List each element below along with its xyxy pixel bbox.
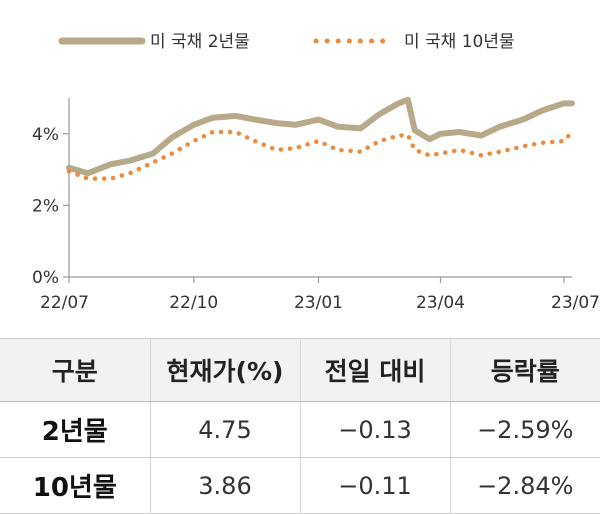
y-axis-ticks: 0% 2% 4%	[32, 125, 69, 288]
yield-quote-table: 구분 현재가(%) 전일 대비 등락률 2년물 4.75 −0.13 −2.59…	[0, 338, 600, 514]
table-header-row: 구분 현재가(%) 전일 대비 등락률	[0, 338, 600, 402]
x-tick-label: 23/04	[416, 293, 465, 313]
series-layer	[66, 96, 575, 181]
legend-label-2y: 미 국채 2년물	[150, 32, 250, 52]
row-label-10y: 10년물	[0, 457, 150, 514]
x-tick-label: 23/07	[551, 293, 600, 313]
table-row: 2년물 4.75 −0.13 −2.59%	[0, 401, 600, 458]
legend: 미 국채 2년물 미 국채 10년물	[58, 32, 515, 52]
table-row: 10년물 3.86 −0.11 −2.84%	[0, 457, 600, 514]
current-price-10y: 3.86	[149, 457, 300, 514]
x-tick-label: 23/01	[294, 293, 343, 313]
y-tick-label: 4%	[32, 125, 59, 145]
x-tick-label: 22/10	[169, 293, 218, 313]
y-tick-label: 0%	[32, 268, 59, 288]
daily-change-2y: −0.13	[299, 401, 450, 458]
header-category: 구분	[0, 338, 150, 402]
x-axis-ticks: 22/07 22/10 23/01 23/04 23/07	[40, 277, 600, 313]
row-label-2y: 2년물	[0, 401, 150, 458]
change-rate-10y: −2.84%	[449, 457, 600, 514]
current-price-2y: 4.75	[149, 401, 300, 458]
legend-label-10y: 미 국채 10년물	[404, 32, 515, 52]
series-line-2y	[66, 96, 575, 177]
x-tick-label: 22/07	[40, 293, 89, 313]
header-change-rate: 등락률	[449, 338, 600, 402]
y-tick-label: 2%	[32, 196, 59, 216]
header-daily-change: 전일 대비	[299, 338, 450, 402]
header-current-price: 현재가(%)	[149, 338, 300, 402]
treasury-yield-chart: 미 국채 2년물 미 국채 10년물 0% 2% 4% 22/07 22/10 23/0…	[32, 32, 600, 313]
series-line-10y	[66, 129, 575, 181]
daily-change-10y: −0.11	[299, 457, 450, 514]
change-rate-2y: −2.59%	[449, 401, 600, 458]
